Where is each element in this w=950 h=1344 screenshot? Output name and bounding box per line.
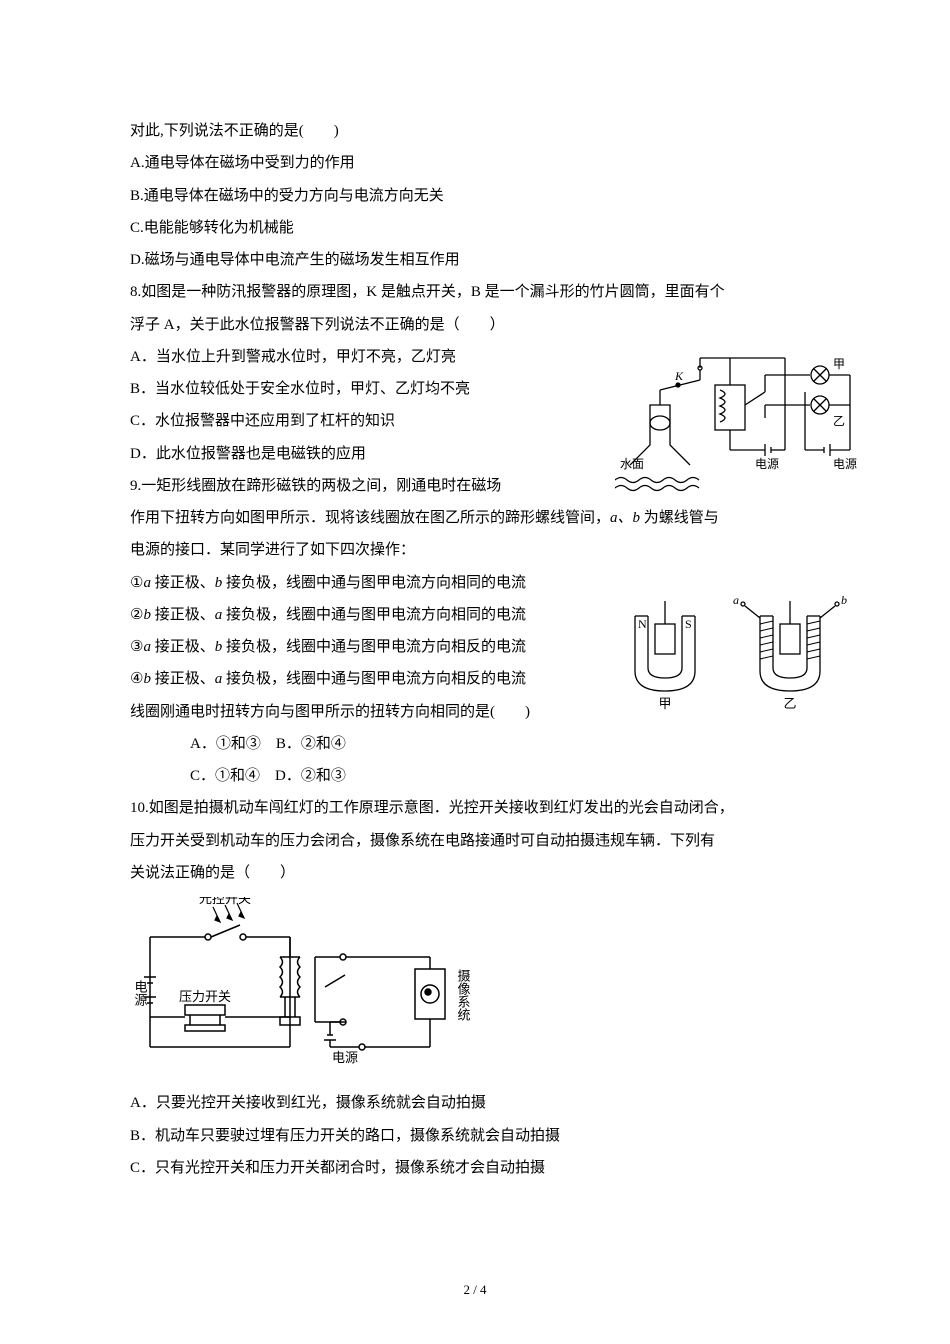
q9-op1-tail: 接负极，线圈中通与图甲电流方向相同的电流 [226,575,526,591]
q9-stem2: 作用下扭转方向如图甲所示．现将该线圈放在图乙所示的蹄形螺线管间，a、b 为螺线管… [130,502,830,534]
q10-fig-source1-label: 电源 [133,980,148,1006]
q7-option-c: C.电能能够转化为机械能 [130,212,830,244]
q10-fig-camera-label: 摄像系统 [456,969,471,1022]
q8-stem: 8.如图是一种防汛报警器的原理图，K 是触点开关，B 是一个漏斗形的竹片圆筒，里… [130,276,830,308]
q10-b-g: 会 [485,1128,500,1144]
q9-ab-label: a、b [610,510,640,526]
q7-option-a: A.通电导体在磁场中受到力的作用 [130,147,830,179]
q8-fig-jia-label: 甲 [833,357,845,371]
q9-op3-num: ③ [130,639,143,655]
q9-op3-mid: 接正极、 [155,639,215,655]
q9-fig-jia-label: 甲 [658,696,671,711]
q9-op2-b: a [215,607,226,623]
q10-a-1: A．只要光 [130,1095,201,1111]
q10-circuit-icon: 光控开关 电源 压力开关 电源 摄像系统 [130,897,490,1067]
q8-circuit-icon: K 甲 乙 电源 电源 水面 [615,350,865,500]
q10-option-b: B．机动车只要驶过埋有压力开关的路口，摄像系统就会自动拍摄 [130,1120,830,1152]
q10-option-a: A．只要光控开关接收到红光，摄像系统就会自动拍摄 [130,1087,830,1119]
q7-option-b: B.通电导体在磁场中的受力方向与电流方向无关 [130,180,830,212]
q10-a-2: 开关接收到红光，摄像系统就会自动拍摄 [216,1095,486,1111]
q9-magnet-icon: N S a b 甲 乙 [615,596,865,716]
q9-fig-a-label: a [733,596,739,607]
q7-option-d: D.磁场与通电导体中电流产生的磁场发生相互作用 [130,244,830,276]
q9-op4-b: a [215,671,226,687]
q9-op2-mid: 接正极、 [155,607,215,623]
q9-op3-b: b [215,639,226,655]
q9-stem3: 电源的接口．某同学进行了如下四次操作： [130,534,830,566]
q9-op1-mid: 接正极、 [155,575,215,591]
q9-choice-ab: A．①和③ B．②和④ [130,728,830,760]
q10-b-1: B．机动车只要驶过埋有压力开关的路口，摄像系统就 [130,1128,485,1144]
q9-stem2b: 为螺线管与 [640,510,719,526]
q9-choice-cd: C．①和④ D．②和③ [130,760,830,792]
q9-fig-n-label: N [638,617,647,631]
q9-op1-num: ① [130,575,143,591]
q8-fig-k-label: K [674,369,684,383]
q10-c-2: 开关都闭合时，摄像系统才会自动拍摄 [290,1160,545,1176]
q10-stem3: 关说法正确的是（ ） [130,857,830,889]
q8-fig-water-label: 水面 [620,457,644,471]
q9-op3-a: a [143,639,154,655]
q9-op3-tail: 接负极，线圈中通与图甲电流方向相反的电流 [226,639,526,655]
q9-stem2a: 作用下扭转方向如图甲所示．现将该线圈放在图乙所示的蹄形螺线管间， [130,510,610,526]
q10-stem: 10.如图是拍摄机动车闯红灯的工作原理示意图．光控开关接收到红灯发出的光会自动闭… [130,792,830,824]
q10-option-c: C．只有光控开关和压力开关都闭合时，摄像系统才会自动拍摄 [130,1152,830,1184]
q9-op1: ①a 接正极、b 接负极，线圈中通与图甲电流方向相同的电流 [130,567,830,599]
q10-stem2: 压力开关受到机动车的压力会闭合，摄像系统在电路接通时可自动拍摄违规车辆．下列有 [130,825,830,857]
q9-fig-s-label: S [685,617,692,631]
q10-fig-light-label: 光控开关 [199,897,251,906]
q10-a-g: 控 [201,1095,216,1111]
page: 对此,下列说法不正确的是( ) A.通电导体在磁场中受到力的作用 B.通电导体在… [0,0,950,1344]
q9-op4-tail: 接负极，线圈中通与图甲电流方向相反的电流 [226,671,526,687]
q9-op4-a: b [143,671,154,687]
q9-fig-yi-label: 乙 [783,696,796,711]
q8-stem-cont: 浮子 A，关于此水位报警器下列说法不正确的是（ ） [130,309,830,341]
q8-figure: K 甲 乙 电源 电源 水面 [615,350,865,500]
q9-op4-num: ④ [130,671,143,687]
q9-op4-mid: 接正极、 [155,671,215,687]
q8-fig-yi-label: 乙 [833,414,845,428]
q9-op1-b: b [215,575,226,591]
q10-c-g: 力 [275,1160,290,1176]
q10-fig-source2-label: 电源 [332,1050,358,1065]
q9-op1-a: a [143,575,154,591]
q8-fig-source-label: 电源 [755,457,779,471]
q9-op2-num: ② [130,607,143,623]
q10-c-1: C．只有光控开关和压 [130,1160,275,1176]
q10-figure: 光控开关 电源 压力开关 电源 摄像系统 [130,897,830,1079]
q9-op2-a: b [143,607,154,623]
q10-fig-press-label: 压力开关 [179,989,231,1004]
q9-figure: N S a b 甲 乙 [615,596,865,716]
q7-stem: 对此,下列说法不正确的是( ) [130,115,830,147]
q8-fig-source2-label: 电源 [833,457,857,471]
q9-op2-tail: 接负极，线圈中通与图甲电流方向相同的电流 [226,607,526,623]
page-footer: 2 / 4 [0,1283,950,1296]
q10-b-2: 自动拍摄 [500,1128,560,1144]
q9-fig-b-label: b [841,596,847,607]
